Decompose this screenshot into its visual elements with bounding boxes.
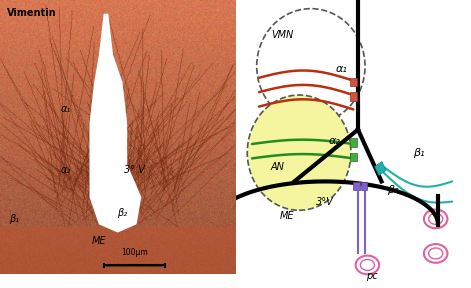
Polygon shape xyxy=(89,14,141,233)
Bar xyxy=(0,227,236,274)
Text: β₂: β₂ xyxy=(117,209,128,218)
Text: ME: ME xyxy=(92,236,106,246)
Text: α₁: α₁ xyxy=(61,105,71,114)
Bar xyxy=(375,162,386,175)
Text: α₂: α₂ xyxy=(61,165,71,175)
Text: 100μm: 100μm xyxy=(121,248,147,257)
Text: ME: ME xyxy=(280,211,294,221)
Text: Vimentin: Vimentin xyxy=(7,8,57,18)
Ellipse shape xyxy=(247,95,351,210)
Text: 3°V: 3°V xyxy=(316,197,334,206)
Text: VMN: VMN xyxy=(271,30,294,39)
Text: pc: pc xyxy=(366,272,378,281)
Bar xyxy=(361,182,367,190)
Bar xyxy=(349,92,357,101)
Text: α₁: α₁ xyxy=(335,64,348,74)
Text: AN: AN xyxy=(271,162,285,172)
Bar xyxy=(349,78,357,86)
Text: β₁: β₁ xyxy=(414,148,425,158)
Text: β₁: β₁ xyxy=(9,214,19,224)
Text: β₂: β₂ xyxy=(388,185,399,195)
Bar xyxy=(349,138,357,147)
Text: α₂: α₂ xyxy=(328,136,341,146)
Bar xyxy=(349,153,357,161)
Bar xyxy=(353,182,360,190)
Text: 3° V: 3° V xyxy=(124,165,145,175)
